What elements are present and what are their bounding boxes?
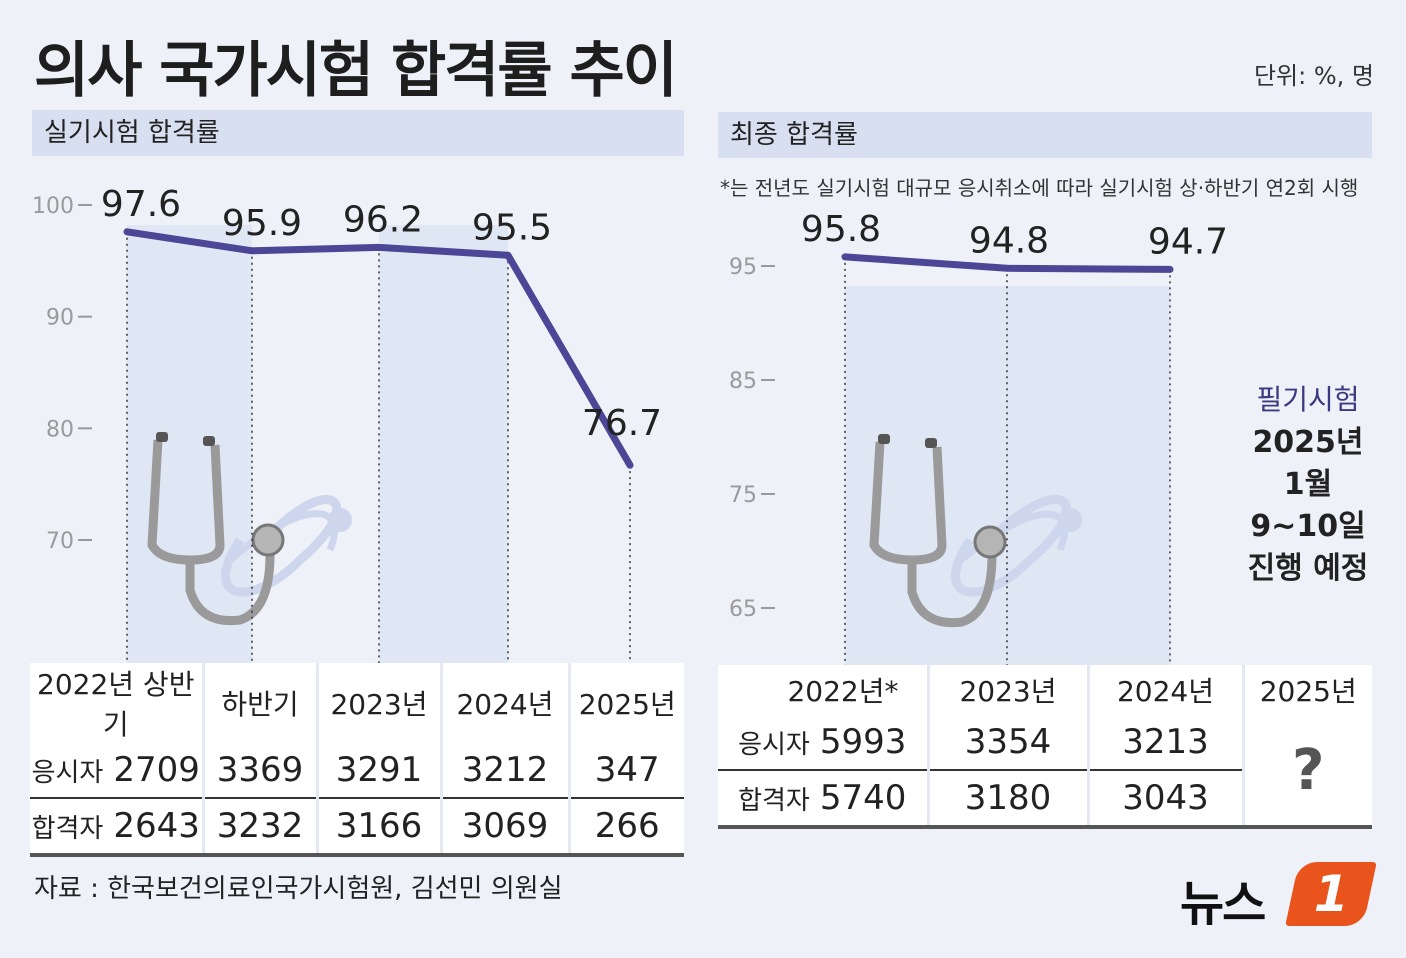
table-header: 2024년 (1086, 665, 1243, 715)
y-tick-label: 90 (46, 306, 74, 331)
unknown-cell: ? (1241, 715, 1372, 829)
data-label: 76.7 (582, 403, 662, 444)
y-tick-label: 70 (46, 529, 74, 554)
table-header: 2023년 (315, 663, 441, 743)
right-panel-note: *는 전년도 실기시험 대규모 응시취소에 따라 실기시험 상·하반기 연2회 … (720, 176, 1359, 200)
table-cell: 3166 (315, 798, 441, 857)
data-label: 97.6 (101, 184, 181, 225)
table-header: 2022년 상반기 (30, 663, 203, 743)
written-exam-note: 필기시험 2025년 1월 9~10일 진행 예정 (1246, 280, 1370, 665)
row-label: 합격자 (738, 786, 810, 816)
right-data-labels: 95.8 94.8 94.7 (801, 209, 1228, 263)
table-cell: 응시자 5993 (718, 715, 928, 771)
logo-text: 뉴스 (1180, 876, 1266, 932)
data-label: 95.9 (222, 203, 302, 244)
table-cell: 3232 (201, 798, 317, 857)
exam-note-line1: 2025년 (1252, 425, 1364, 460)
table-cell: 합격자 2643 (30, 798, 203, 857)
question-mark: ? (1292, 737, 1325, 803)
right-stethoscope-icon (869, 434, 1082, 628)
source-note: 자료 : 한국보건의료인국가시험원, 김선민 의원실 (34, 874, 563, 904)
table-header: 2024년 (439, 663, 569, 743)
y-tick-label: 100 (32, 194, 74, 219)
page-title: 의사 국가시험 합격률 추이 (34, 36, 678, 106)
right-data-table: 2022년* 2023년 2024년 2025년 응시자 5993 3354 32… (718, 665, 1372, 829)
data-label: 94.8 (969, 220, 1049, 261)
chart-band (379, 225, 508, 663)
table-header: 2025년 (1241, 665, 1372, 715)
cell-value: 2643 (113, 806, 200, 846)
data-label: 95.8 (801, 209, 881, 250)
exam-note-line4: 진행 예정 (1247, 551, 1369, 586)
data-label: 96.2 (343, 199, 423, 240)
cell-value: 5993 (819, 722, 907, 762)
data-label: 95.5 (472, 207, 552, 248)
table-cell: 3180 (926, 770, 1088, 829)
y-tick-label: 75 (729, 483, 757, 508)
table-header: 2023년 (926, 665, 1088, 715)
left-chart-bands (127, 225, 508, 663)
table-cell: 3291 (315, 743, 441, 799)
y-tick-label: 85 (729, 369, 757, 394)
table-cell: 347 (567, 743, 684, 799)
table-cell: 3212 (439, 743, 569, 799)
unit-label: 단위: %, 명 (1253, 62, 1374, 90)
table-cell: 3213 (1086, 715, 1243, 771)
left-y-axis: 100 90 80 70 (32, 194, 92, 554)
left-data-table: 2022년 상반기 하반기 2023년 2024년 2025년 응시자 2709 … (30, 663, 684, 857)
table-cell: 3069 (439, 798, 569, 857)
left-series-line (123, 228, 634, 469)
table-cell: 266 (567, 798, 684, 857)
exam-note-line2: 1월 (1283, 467, 1333, 502)
table-cell: 3043 (1086, 770, 1243, 829)
news1-logo: 뉴스 1 (1180, 860, 1380, 932)
table-header: 2022년* (718, 665, 928, 715)
table-cell: 합격자 5740 (718, 770, 928, 829)
table-cell: 3369 (201, 743, 317, 799)
table-header: 하반기 (201, 663, 317, 743)
row-label: 응시자 (31, 758, 104, 788)
right-chart-bands (845, 286, 1170, 665)
logo-badge: 1 (1285, 862, 1377, 926)
left-panel-heading: 실기시험 합격률 (32, 110, 684, 156)
table-cell: 응시자 2709 (30, 743, 203, 799)
right-panel-heading: 최종 합격률 (718, 112, 1372, 158)
cell-value: 5740 (819, 778, 907, 818)
exam-note-label: 필기시험 (1256, 383, 1360, 416)
table-header: 2025년 (567, 663, 684, 743)
exam-note-line3: 9~10일 (1250, 509, 1366, 544)
right-series-line (841, 253, 1174, 273)
y-tick-label: 65 (729, 597, 757, 622)
right-drop-lines (844, 256, 1171, 665)
row-label: 응시자 (738, 730, 810, 760)
data-label: 94.7 (1148, 221, 1228, 262)
cell-value: 2709 (113, 750, 200, 790)
left-data-labels: 97.6 95.9 96.2 95.5 76.7 (101, 184, 662, 444)
chart-band (1007, 286, 1170, 665)
table-cell: 3354 (926, 715, 1088, 771)
y-tick-label: 95 (729, 255, 757, 280)
left-drop-lines (126, 231, 631, 663)
y-tick-label: 80 (46, 417, 74, 442)
left-stethoscope-icon (147, 432, 352, 626)
row-label: 합격자 (31, 814, 104, 844)
right-y-axis: 95 85 75 65 (729, 255, 775, 622)
